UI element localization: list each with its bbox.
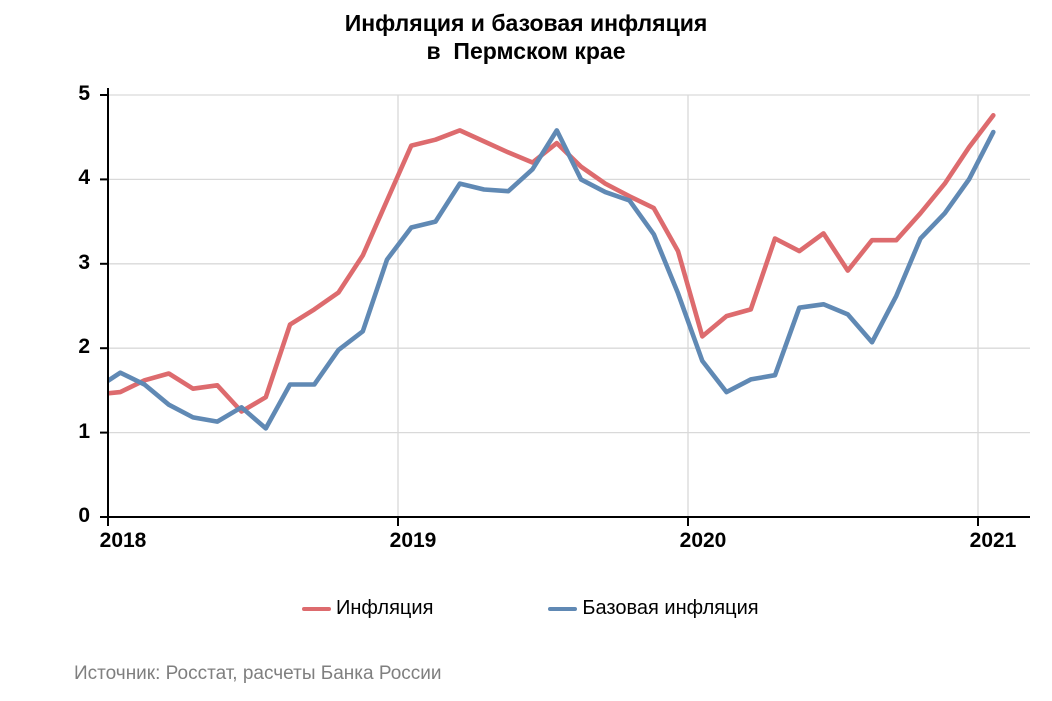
- legend-item-1: Базовая инфляция: [548, 597, 759, 620]
- y-axis-label: 5: [78, 82, 90, 106]
- legend-label: Базовая инфляция: [582, 597, 759, 619]
- legend-label: Инфляция: [336, 597, 434, 619]
- legend-item-0: Инфляция: [302, 597, 433, 620]
- x-axis-label: 2018: [99, 529, 147, 552]
- legend-dash-icon: [548, 606, 578, 611]
- x-axis-label: 2019: [389, 529, 437, 552]
- chart-title: Инфляция и базовая инфляция в Пермском к…: [0, 9, 1052, 65]
- gridlines: [108, 94, 1030, 517]
- y-axis-label: 4: [78, 166, 90, 190]
- source-note: Источник: Росстат, расчеты Банка России: [74, 663, 442, 684]
- series-line-1: [108, 128, 996, 431]
- legend: Инфляция Базовая инфляция: [302, 597, 759, 620]
- y-axis-label: 2: [78, 335, 90, 359]
- y-axis-label: 3: [78, 250, 90, 274]
- x-axis-label: 2020: [679, 529, 727, 552]
- series-lines: [108, 113, 996, 431]
- chart-title-line2: в Пермском крае: [426, 38, 626, 64]
- x-axis-label: 2021: [969, 529, 1017, 552]
- y-axis-label: 0: [78, 504, 90, 528]
- axes: [100, 88, 1030, 526]
- y-axis-label: 1: [78, 419, 90, 443]
- legend-dash-icon: [302, 606, 331, 611]
- chart-title-line1: Инфляция и базовая инфляция: [344, 10, 708, 36]
